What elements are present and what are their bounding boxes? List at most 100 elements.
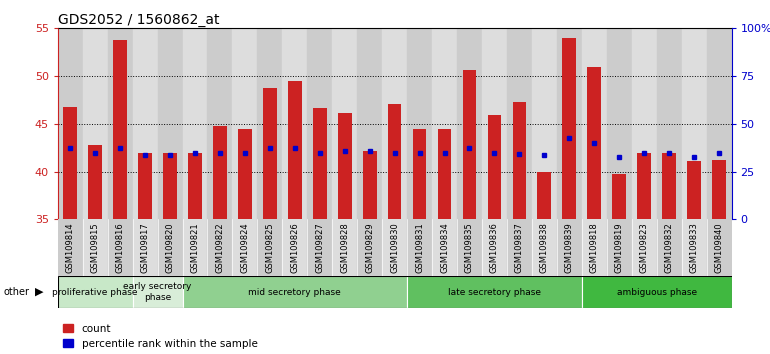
Text: GSM109818: GSM109818 xyxy=(590,222,599,273)
Bar xyxy=(712,160,726,219)
Bar xyxy=(108,28,132,219)
Bar xyxy=(532,28,557,219)
Text: GSM109834: GSM109834 xyxy=(440,222,449,273)
Bar xyxy=(657,28,681,219)
Bar xyxy=(89,145,102,219)
Bar xyxy=(457,219,482,276)
Bar xyxy=(108,219,132,276)
Text: GSM109820: GSM109820 xyxy=(166,222,175,273)
Bar xyxy=(631,219,657,276)
Text: GSM109815: GSM109815 xyxy=(91,222,99,273)
Text: GSM109833: GSM109833 xyxy=(690,222,698,273)
Bar xyxy=(457,28,482,219)
Text: ▶: ▶ xyxy=(35,287,43,297)
Bar xyxy=(432,219,457,276)
Text: GSM109836: GSM109836 xyxy=(490,222,499,273)
Bar xyxy=(207,219,233,276)
Text: GSM109821: GSM109821 xyxy=(190,222,199,273)
Bar xyxy=(487,115,501,219)
Bar xyxy=(537,172,551,219)
Text: GSM109837: GSM109837 xyxy=(515,222,524,273)
Text: mid secretory phase: mid secretory phase xyxy=(249,287,341,297)
Bar xyxy=(657,219,681,276)
Bar xyxy=(132,276,182,308)
Text: early secretory
phase: early secretory phase xyxy=(123,282,192,302)
Text: GSM109831: GSM109831 xyxy=(415,222,424,273)
Bar xyxy=(463,70,477,219)
Text: GSM109827: GSM109827 xyxy=(315,222,324,273)
Text: GSM109826: GSM109826 xyxy=(290,222,300,273)
Bar xyxy=(562,38,576,219)
Bar xyxy=(182,276,407,308)
Bar xyxy=(263,87,276,219)
Bar xyxy=(662,153,676,219)
Text: GSM109814: GSM109814 xyxy=(65,222,75,273)
Bar xyxy=(233,28,257,219)
Bar xyxy=(588,67,601,219)
Bar xyxy=(58,276,132,308)
Bar xyxy=(139,153,152,219)
Text: GSM109838: GSM109838 xyxy=(540,222,549,273)
Bar xyxy=(357,28,382,219)
Bar xyxy=(207,28,233,219)
Bar xyxy=(513,102,526,219)
Text: GSM109839: GSM109839 xyxy=(565,222,574,273)
Bar xyxy=(532,219,557,276)
Text: GSM109830: GSM109830 xyxy=(390,222,399,273)
Bar xyxy=(158,28,182,219)
Bar xyxy=(283,28,307,219)
Text: proliferative phase: proliferative phase xyxy=(52,287,138,297)
Text: ambiguous phase: ambiguous phase xyxy=(617,287,697,297)
Bar xyxy=(82,28,108,219)
Bar xyxy=(238,129,252,219)
Bar xyxy=(188,153,202,219)
Text: GSM109816: GSM109816 xyxy=(116,222,125,273)
Bar xyxy=(363,151,377,219)
Bar xyxy=(257,28,283,219)
Bar xyxy=(382,28,407,219)
Text: GSM109835: GSM109835 xyxy=(465,222,474,273)
Bar xyxy=(58,28,82,219)
Bar xyxy=(158,219,182,276)
Bar xyxy=(607,28,631,219)
Bar xyxy=(582,276,732,308)
Bar xyxy=(182,219,207,276)
Bar xyxy=(482,219,507,276)
Bar xyxy=(213,126,227,219)
Bar xyxy=(382,219,407,276)
Bar xyxy=(557,28,582,219)
Bar xyxy=(507,28,532,219)
Bar xyxy=(338,113,352,219)
Bar xyxy=(582,219,607,276)
Bar xyxy=(283,219,307,276)
Text: late secretory phase: late secretory phase xyxy=(448,287,541,297)
Text: GSM109832: GSM109832 xyxy=(665,222,674,273)
Bar xyxy=(332,219,357,276)
Text: GSM109828: GSM109828 xyxy=(340,222,350,273)
Bar xyxy=(182,28,207,219)
Bar xyxy=(113,40,127,219)
Bar xyxy=(58,219,82,276)
Text: GSM109840: GSM109840 xyxy=(715,222,724,273)
Bar xyxy=(482,28,507,219)
Bar xyxy=(582,28,607,219)
Bar xyxy=(307,28,332,219)
Bar xyxy=(707,28,732,219)
Bar xyxy=(631,28,657,219)
Text: GSM109829: GSM109829 xyxy=(365,222,374,273)
Bar xyxy=(707,219,732,276)
Bar xyxy=(288,81,302,219)
Bar xyxy=(82,219,108,276)
Bar xyxy=(257,219,283,276)
Bar xyxy=(638,153,651,219)
Bar xyxy=(357,219,382,276)
Bar xyxy=(407,219,432,276)
Bar xyxy=(607,219,631,276)
Bar xyxy=(233,219,257,276)
Text: GSM109825: GSM109825 xyxy=(266,222,274,273)
Bar xyxy=(681,28,707,219)
Bar xyxy=(407,276,582,308)
Bar xyxy=(612,173,626,219)
Text: GSM109822: GSM109822 xyxy=(216,222,224,273)
Text: GSM109819: GSM109819 xyxy=(614,222,624,273)
